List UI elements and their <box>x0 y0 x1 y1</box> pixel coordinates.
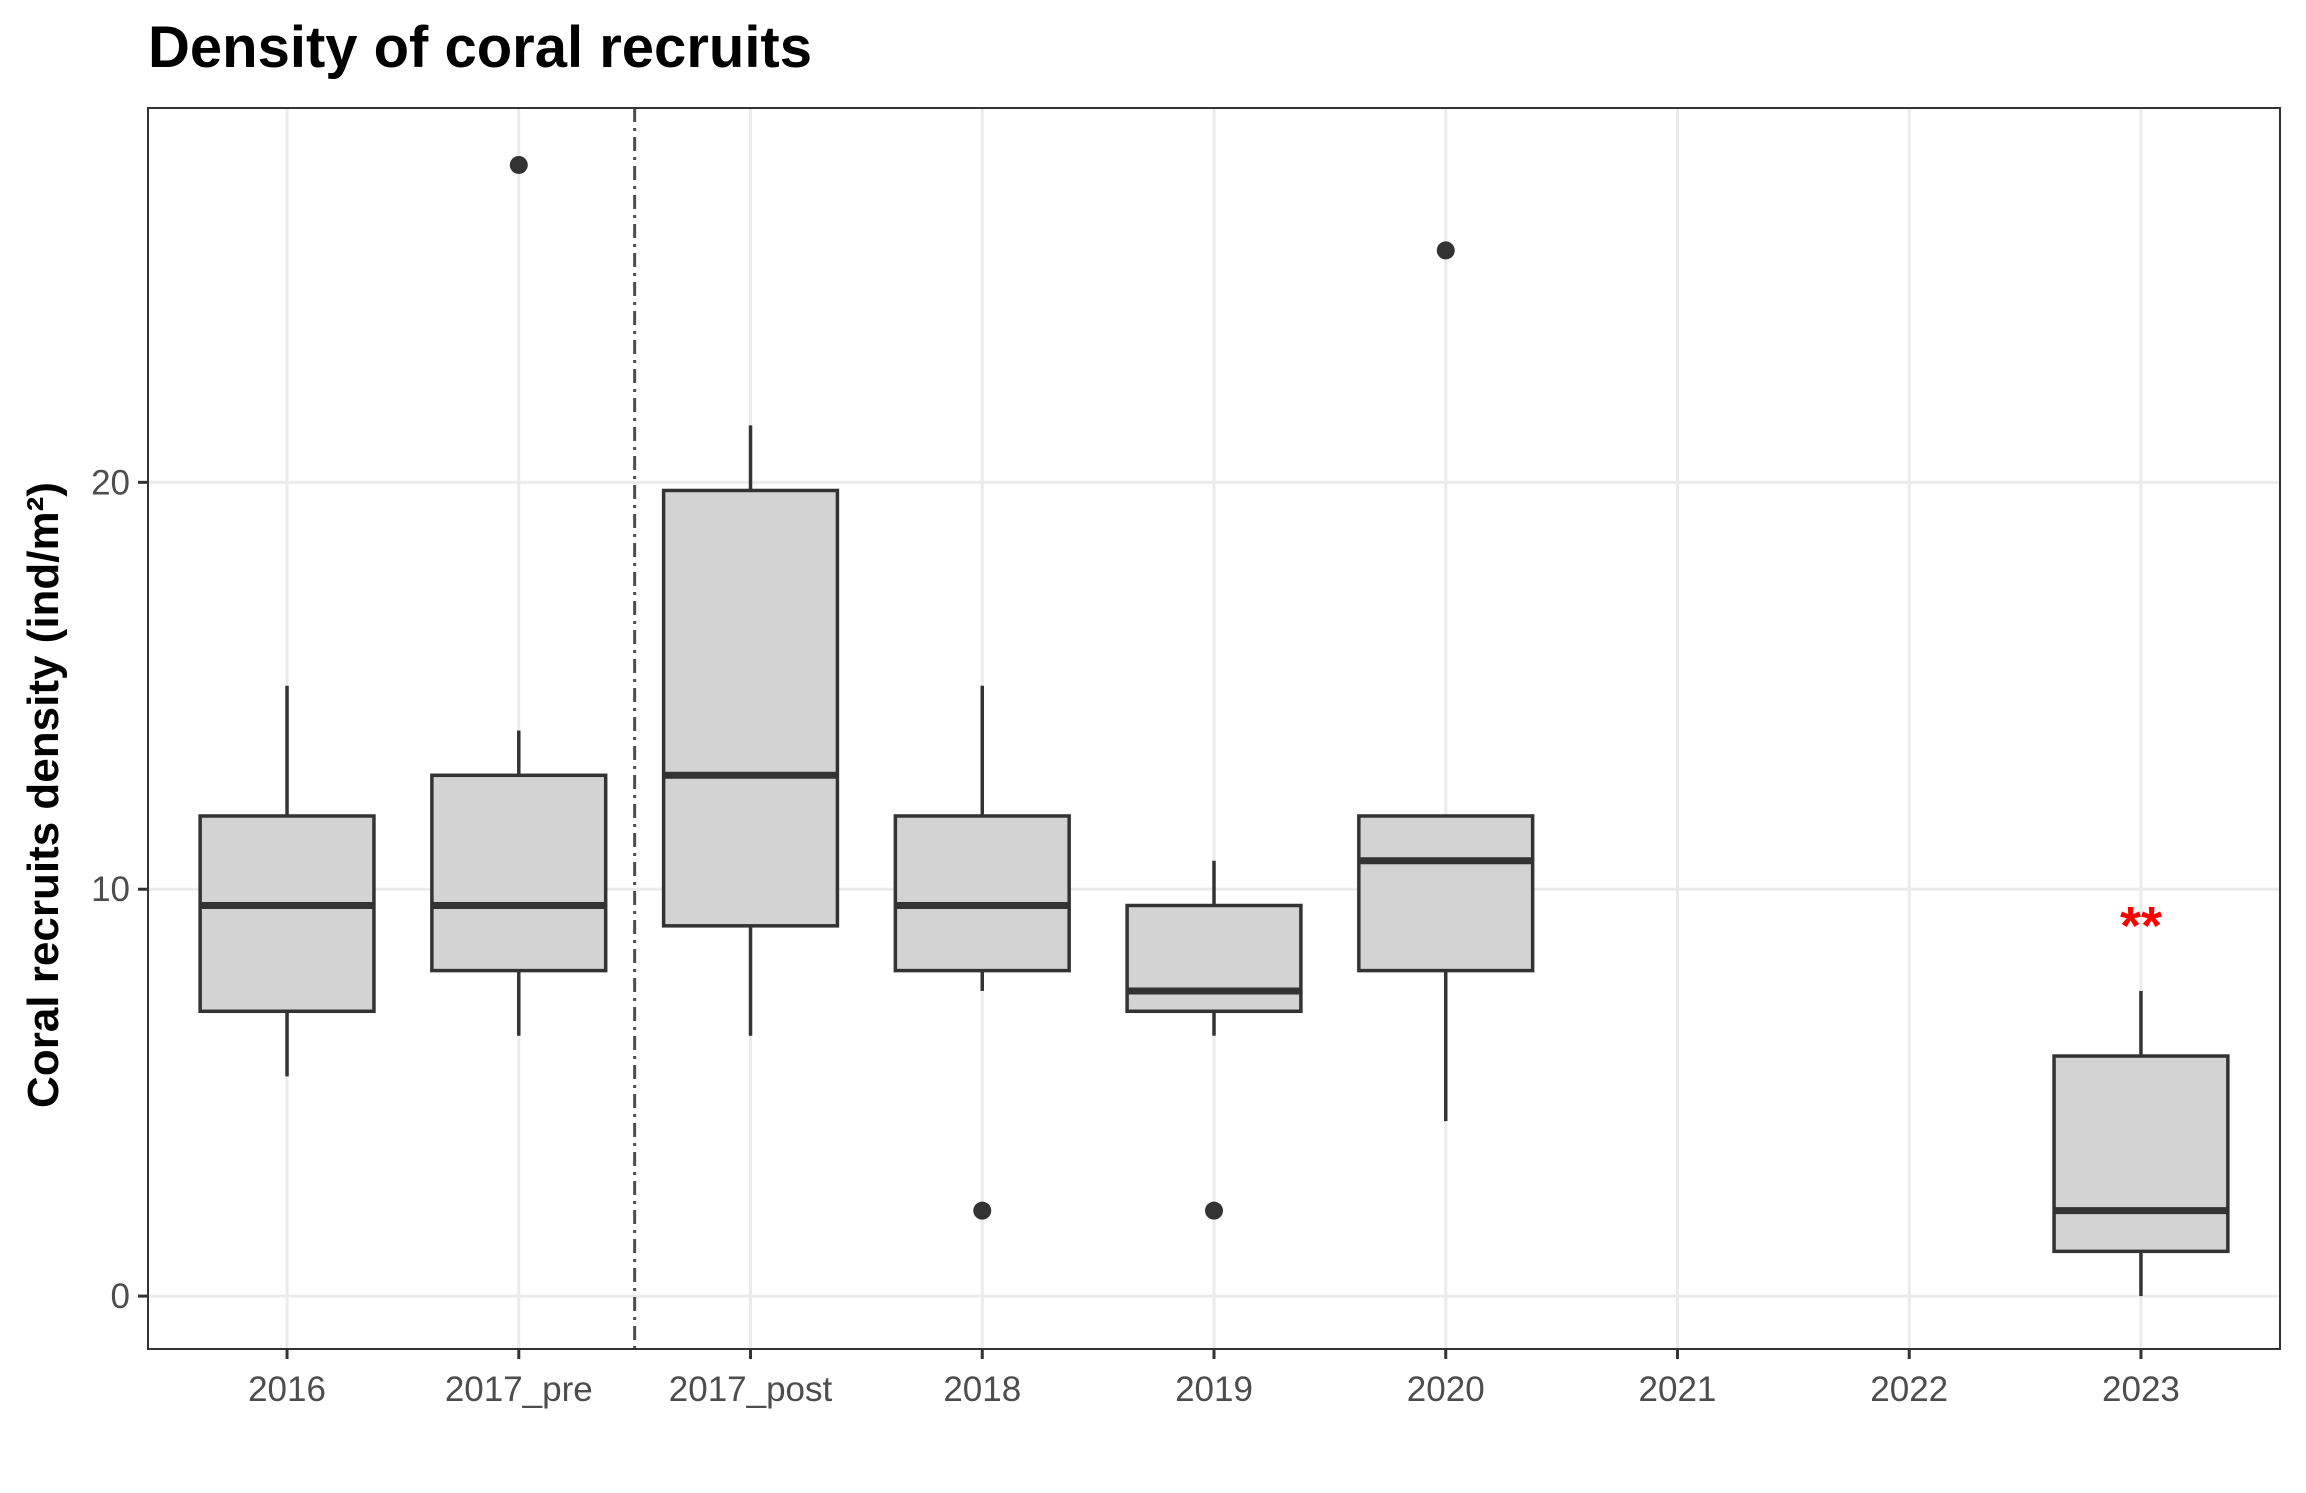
x-tick-label: 2021 <box>1639 1370 1717 1409</box>
box-iqr <box>2052 1054 2230 1254</box>
outlier-point <box>1436 241 1455 260</box>
chart-title: Density of coral recruits <box>148 15 812 80</box>
box-group-2018 <box>893 685 1071 1220</box>
box-group-2020 <box>1357 241 1535 1122</box>
x-tick-label: 2016 <box>248 1370 326 1409</box>
box-iqr <box>893 814 1071 973</box>
box-iqr <box>1125 903 1303 1014</box>
axis-layer: 0 10 20 2016 2017_pre 2017_post 2018 2019 2020 20… <box>91 463 2180 1409</box>
y-tick-label: 10 <box>91 870 130 909</box>
grid-layer <box>148 108 2280 1349</box>
annotation-layer: ** <box>2120 896 2162 956</box>
x-tick-label: 2017_post <box>669 1370 833 1409</box>
box-group-2016 <box>198 685 376 1077</box>
y-tick-label: 20 <box>91 463 130 502</box>
box-group-2019 <box>1125 860 1303 1220</box>
x-tick-label: 2017_pre <box>445 1370 593 1409</box>
x-tick-label: 2018 <box>943 1370 1021 1409</box>
box-group-2023 <box>2052 990 2230 1297</box>
box-layer <box>198 155 2230 1297</box>
box-iqr <box>1357 814 1535 973</box>
significance-annotation: ** <box>2120 896 2162 956</box>
x-tick-label: 2020 <box>1407 1370 1485 1409</box>
box-iqr <box>198 814 376 1014</box>
box-iqr <box>661 488 840 928</box>
x-tick-label: 2022 <box>1870 1370 1948 1409</box>
panel-border <box>147 107 2281 1350</box>
box-group-2017_post <box>661 425 840 1036</box>
x-tick-label: 2023 <box>2102 1370 2180 1409</box>
outlier-point <box>1205 1201 1223 1220</box>
box-iqr <box>430 773 608 973</box>
outlier-point <box>973 1201 992 1220</box>
y-axis-label: Coral recruits density (ind/m²) <box>19 482 68 1108</box>
box-group-2017_pre <box>430 155 608 1036</box>
y-tick-label: 0 <box>111 1277 130 1316</box>
outlier-point <box>509 155 528 174</box>
x-tick-label: 2019 <box>1175 1370 1253 1409</box>
